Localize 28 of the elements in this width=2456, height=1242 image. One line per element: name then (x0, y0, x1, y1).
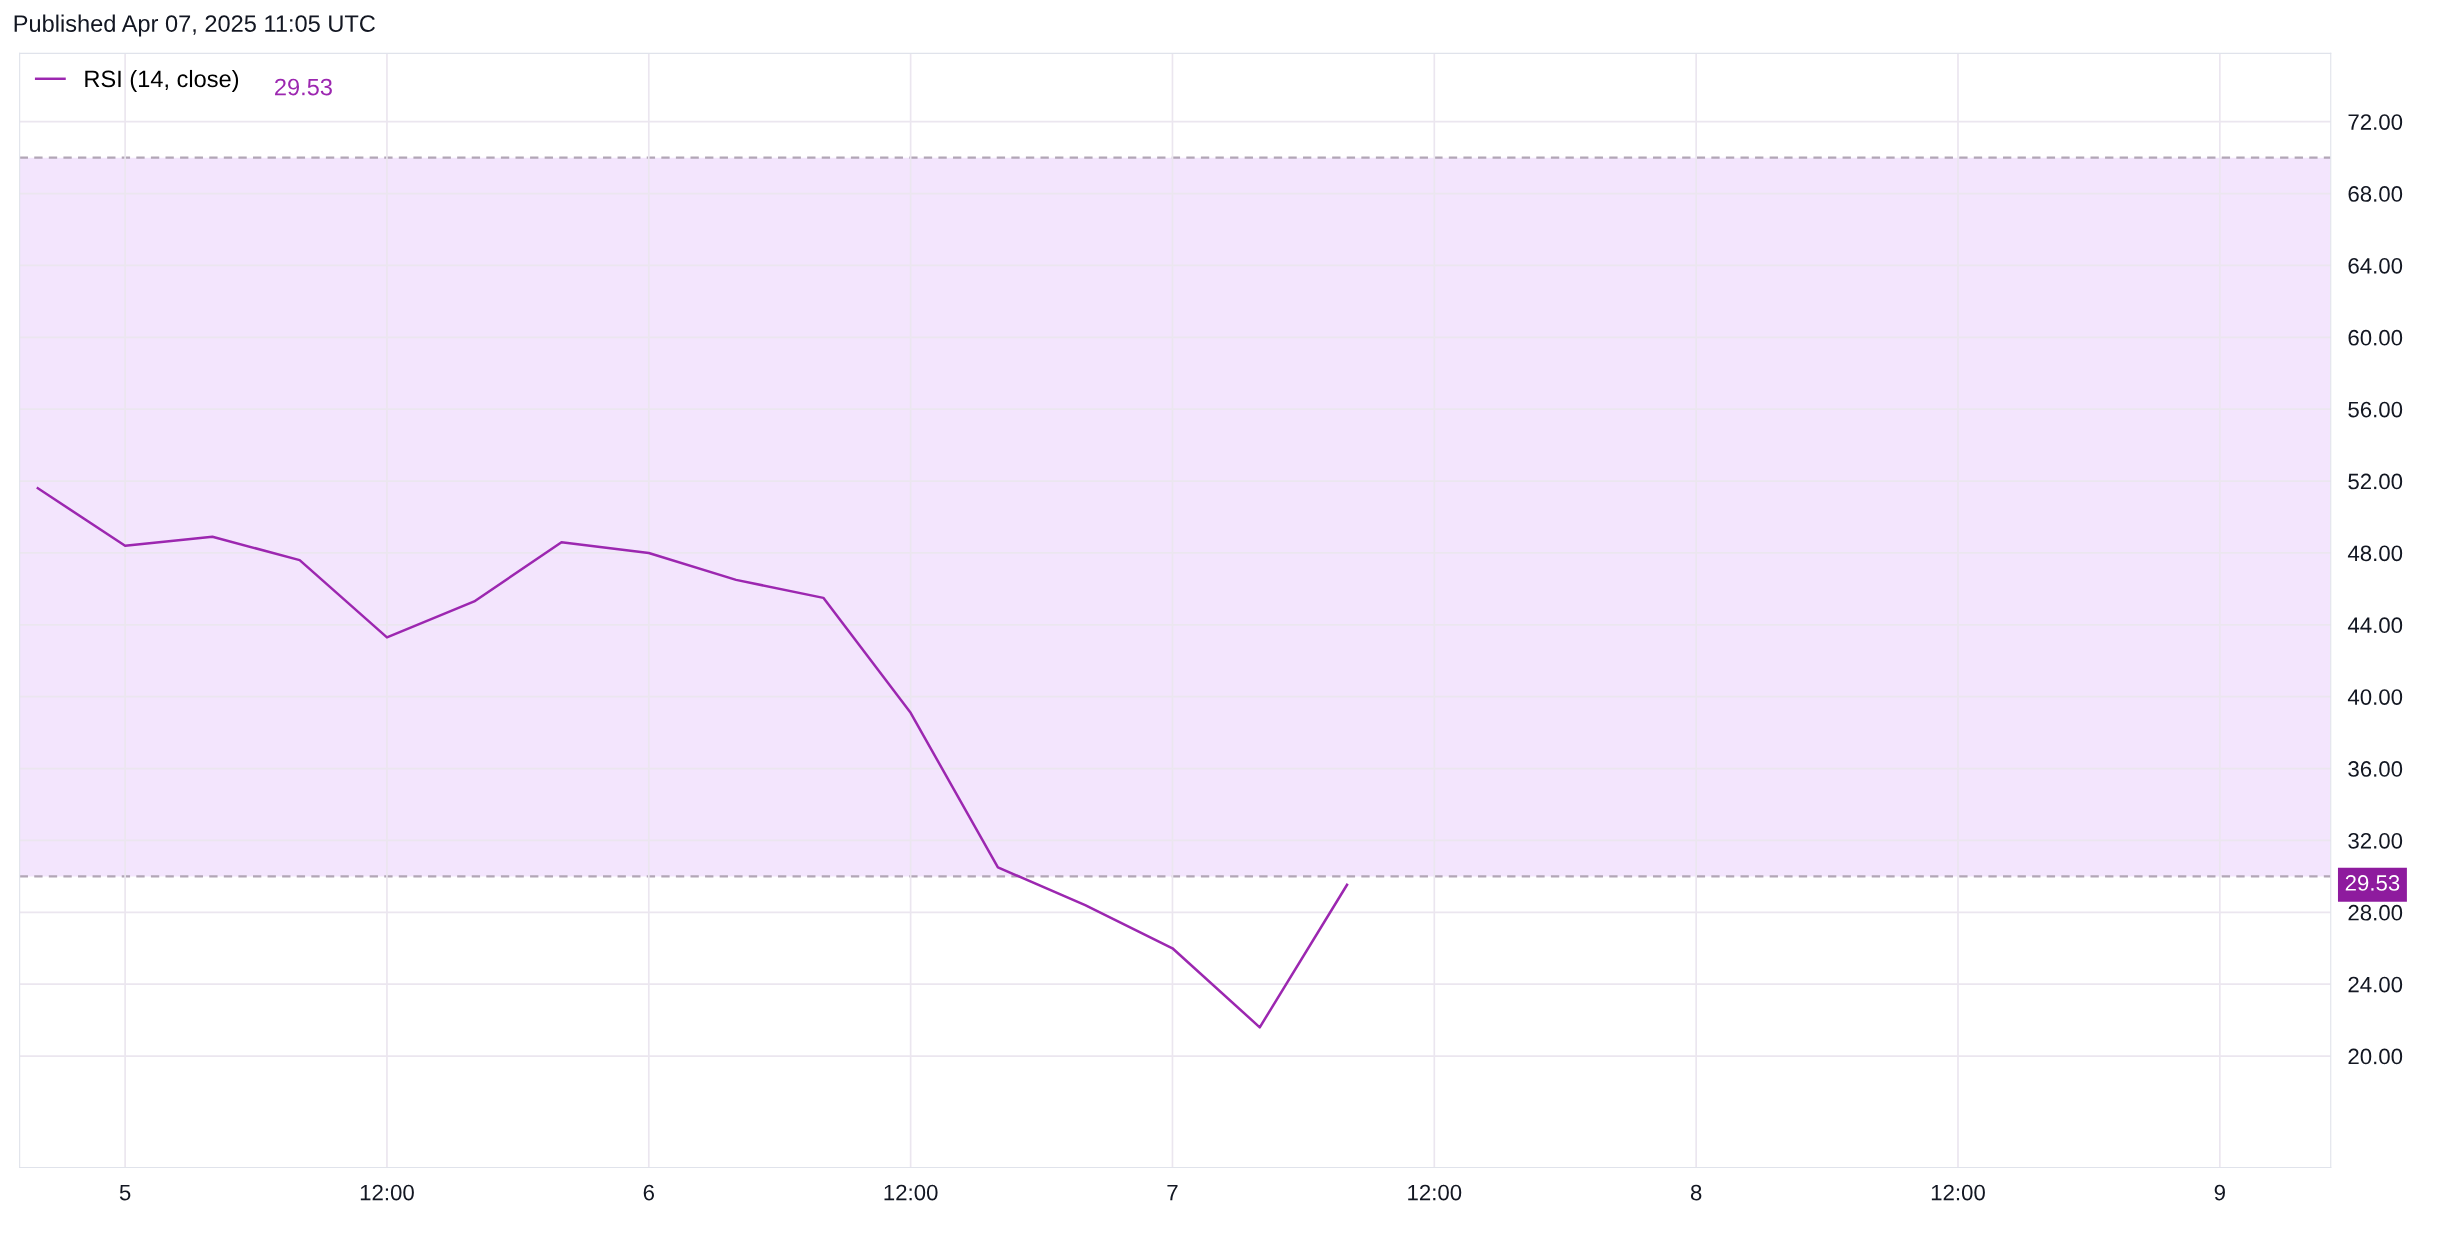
legend-label: RSI (14, close) (85, 69, 239, 92)
x-tick-label: 6 (643, 1184, 654, 1201)
chart-title: Published Apr 07, 2025 11:05 UTC (14, 14, 375, 37)
y-tick-label: 36.00 (2348, 761, 2403, 777)
x-tick-label: 7 (1167, 1184, 1178, 1201)
x-tick-label: 8 (1690, 1184, 1702, 1201)
x-tick-label: 5 (119, 1184, 131, 1201)
y-tick-label: 52.00 (2348, 473, 2403, 490)
annotation: 29.53 (275, 78, 332, 96)
y-tick-label: 72.00 (2348, 114, 2403, 130)
x-tick-label: 12:00 (1408, 1184, 1462, 1201)
text: 29.53 (2345, 875, 2400, 891)
y-tick-label: 40.00 (2347, 689, 2403, 705)
y-tick-label: 32.00 (2348, 832, 2403, 849)
x-tick-label: 12:00 (360, 1184, 414, 1201)
y-tick-label: 28.00 (2348, 904, 2403, 921)
x-tick-label: 12:00 (884, 1184, 938, 1201)
y-tick-label: 44.00 (2347, 617, 2403, 634)
y-tick-label: 64.00 (2348, 257, 2403, 274)
x-tick-label: 9 (2214, 1184, 2225, 1201)
y-tick-label: 20.00 (2348, 1048, 2403, 1065)
y-tick-label: 60.00 (2348, 329, 2403, 346)
x-tick-label: 12:00 (1931, 1184, 1985, 1201)
y-tick-label: 24.00 (2348, 976, 2403, 993)
y-tick-label: 56.00 (2348, 401, 2403, 418)
y-tick-label: 68.00 (2348, 186, 2403, 202)
line-series (36, 487, 1349, 1029)
y-tick-label: 48.00 (2347, 545, 2403, 562)
